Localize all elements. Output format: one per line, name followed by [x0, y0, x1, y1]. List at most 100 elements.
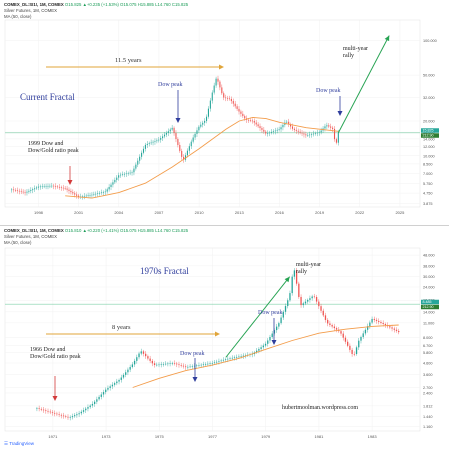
- candle-body: [158, 139, 160, 141]
- ma-indicator-label: MA (50, close): [4, 14, 32, 19]
- y-tick-label: 4.600: [423, 362, 433, 366]
- fractal-title: 1970s Fractal: [140, 266, 189, 276]
- candle-body: [291, 126, 294, 129]
- candle-body: [311, 296, 313, 299]
- candle-body: [200, 364, 202, 366]
- candle-body: [282, 124, 284, 128]
- price-tag-bg: [421, 133, 439, 138]
- candle-body: [391, 327, 393, 329]
- candle-body: [272, 131, 274, 132]
- x-tick-label: 2022: [355, 210, 365, 215]
- candle-body: [276, 129, 278, 131]
- candle-body: [358, 340, 360, 348]
- bottom-chart-panel: COMEX_DL:SI1!, 1M, COMEX O15.810 ▲+0.220…: [0, 226, 449, 450]
- candle-body: [26, 191, 28, 193]
- candle-body: [47, 410, 49, 412]
- y-tick-label: 20.000: [423, 120, 435, 124]
- candle-body: [58, 186, 60, 188]
- candle-body: [147, 356, 149, 359]
- candle-body: [18, 190, 20, 192]
- y-tick-label: 38.000: [423, 264, 435, 268]
- candle-body: [181, 150, 183, 157]
- candle-body: [102, 392, 105, 395]
- y-tick-label: 5.800: [423, 351, 433, 355]
- candle-body: [100, 394, 102, 397]
- fractal-title: Current Fractal: [20, 92, 75, 102]
- candle-body: [307, 135, 309, 136]
- candle-body: [137, 160, 139, 165]
- candle-body: [81, 196, 83, 197]
- candle-body: [333, 128, 336, 140]
- candle-body: [256, 350, 258, 353]
- candle-body: [146, 143, 148, 145]
- chart-header-symbol: COMEX_DL:SI1!, 1M, COMEX O15.810 ▲+0.220…: [4, 228, 188, 233]
- peak-1999-arrow-head: [67, 180, 73, 185]
- candle-body: [118, 379, 120, 382]
- candle-body: [295, 270, 298, 284]
- candle-body: [366, 326, 369, 330]
- candle-body: [82, 410, 85, 412]
- years-label: 8 years: [112, 324, 131, 331]
- candle-body: [116, 177, 118, 180]
- candle-body: [180, 365, 182, 366]
- price-chart-svg[interactable]: 1971 1973 1975 1977 1979 1981 1983 48.000 38.000…: [0, 226, 449, 450]
- tradingview-logo[interactable]: ☰ TradingView: [4, 441, 34, 446]
- candle-body: [393, 328, 395, 330]
- dow-peak-arrow-head: [271, 340, 277, 345]
- annotation-line: multi-year: [343, 46, 368, 52]
- candle-body: [273, 330, 276, 334]
- candle-body: [238, 356, 240, 358]
- candle-body: [175, 133, 177, 140]
- chart-header-title: Silver Futures, 1M, COMEX: [4, 8, 58, 13]
- rally-arrow: [337, 35, 390, 134]
- dow-peak-label: Dow peak: [258, 310, 283, 316]
- candle-body: [287, 300, 289, 307]
- candle-body: [129, 172, 131, 174]
- candle-body: [298, 283, 300, 297]
- candle-body: [54, 412, 56, 414]
- candle-body: [160, 364, 162, 365]
- dow-peak-label: Dow peak: [158, 82, 183, 88]
- candle-body: [269, 132, 271, 134]
- y-tick-label: 5.750: [423, 182, 433, 186]
- candle-body: [74, 193, 76, 195]
- candle-body: [309, 298, 311, 300]
- candle-body: [373, 318, 375, 320]
- candle-body: [140, 351, 142, 354]
- x-tick-label: 1975: [155, 434, 165, 439]
- candle-body: [332, 127, 334, 129]
- candle-body: [216, 361, 218, 363]
- years-arrow-head: [219, 64, 224, 70]
- candle-body: [318, 132, 320, 133]
- candle-body: [42, 409, 45, 411]
- annotation-line: 1999 Dow and: [28, 141, 63, 147]
- y-tick-label: 14.000: [423, 137, 435, 141]
- candle-body: [169, 129, 171, 132]
- candle-body: [331, 324, 333, 327]
- years-label: 11.5 years: [115, 57, 142, 64]
- candle-body: [139, 156, 141, 161]
- y-tick-label: 12.000: [423, 145, 435, 149]
- candle-body: [191, 366, 193, 367]
- annotation-line: rally: [343, 53, 354, 59]
- candle-body: [244, 355, 247, 356]
- candle-body: [327, 319, 329, 324]
- candle-body: [60, 187, 62, 188]
- candle-body: [322, 310, 324, 316]
- candle-body: [62, 187, 64, 189]
- candle-body: [133, 360, 136, 365]
- candle-body: [384, 324, 387, 326]
- candle-body: [32, 189, 34, 191]
- price-chart-svg[interactable]: 1998 2001 2004 2007 2010 2013 2016 2019 2022 2025…: [0, 0, 449, 225]
- candle-body: [282, 311, 284, 318]
- candle-body: [100, 192, 103, 194]
- candle-body: [378, 320, 380, 322]
- candle-body: [231, 357, 233, 359]
- price-tag: 15.825: [423, 129, 434, 133]
- x-tick-label: 1981: [314, 434, 324, 439]
- price-tag: 212.90: [423, 305, 434, 309]
- candle-body: [351, 349, 353, 354]
- candle-body: [20, 191, 22, 192]
- candle-body: [226, 98, 229, 99]
- candle-body: [122, 374, 125, 378]
